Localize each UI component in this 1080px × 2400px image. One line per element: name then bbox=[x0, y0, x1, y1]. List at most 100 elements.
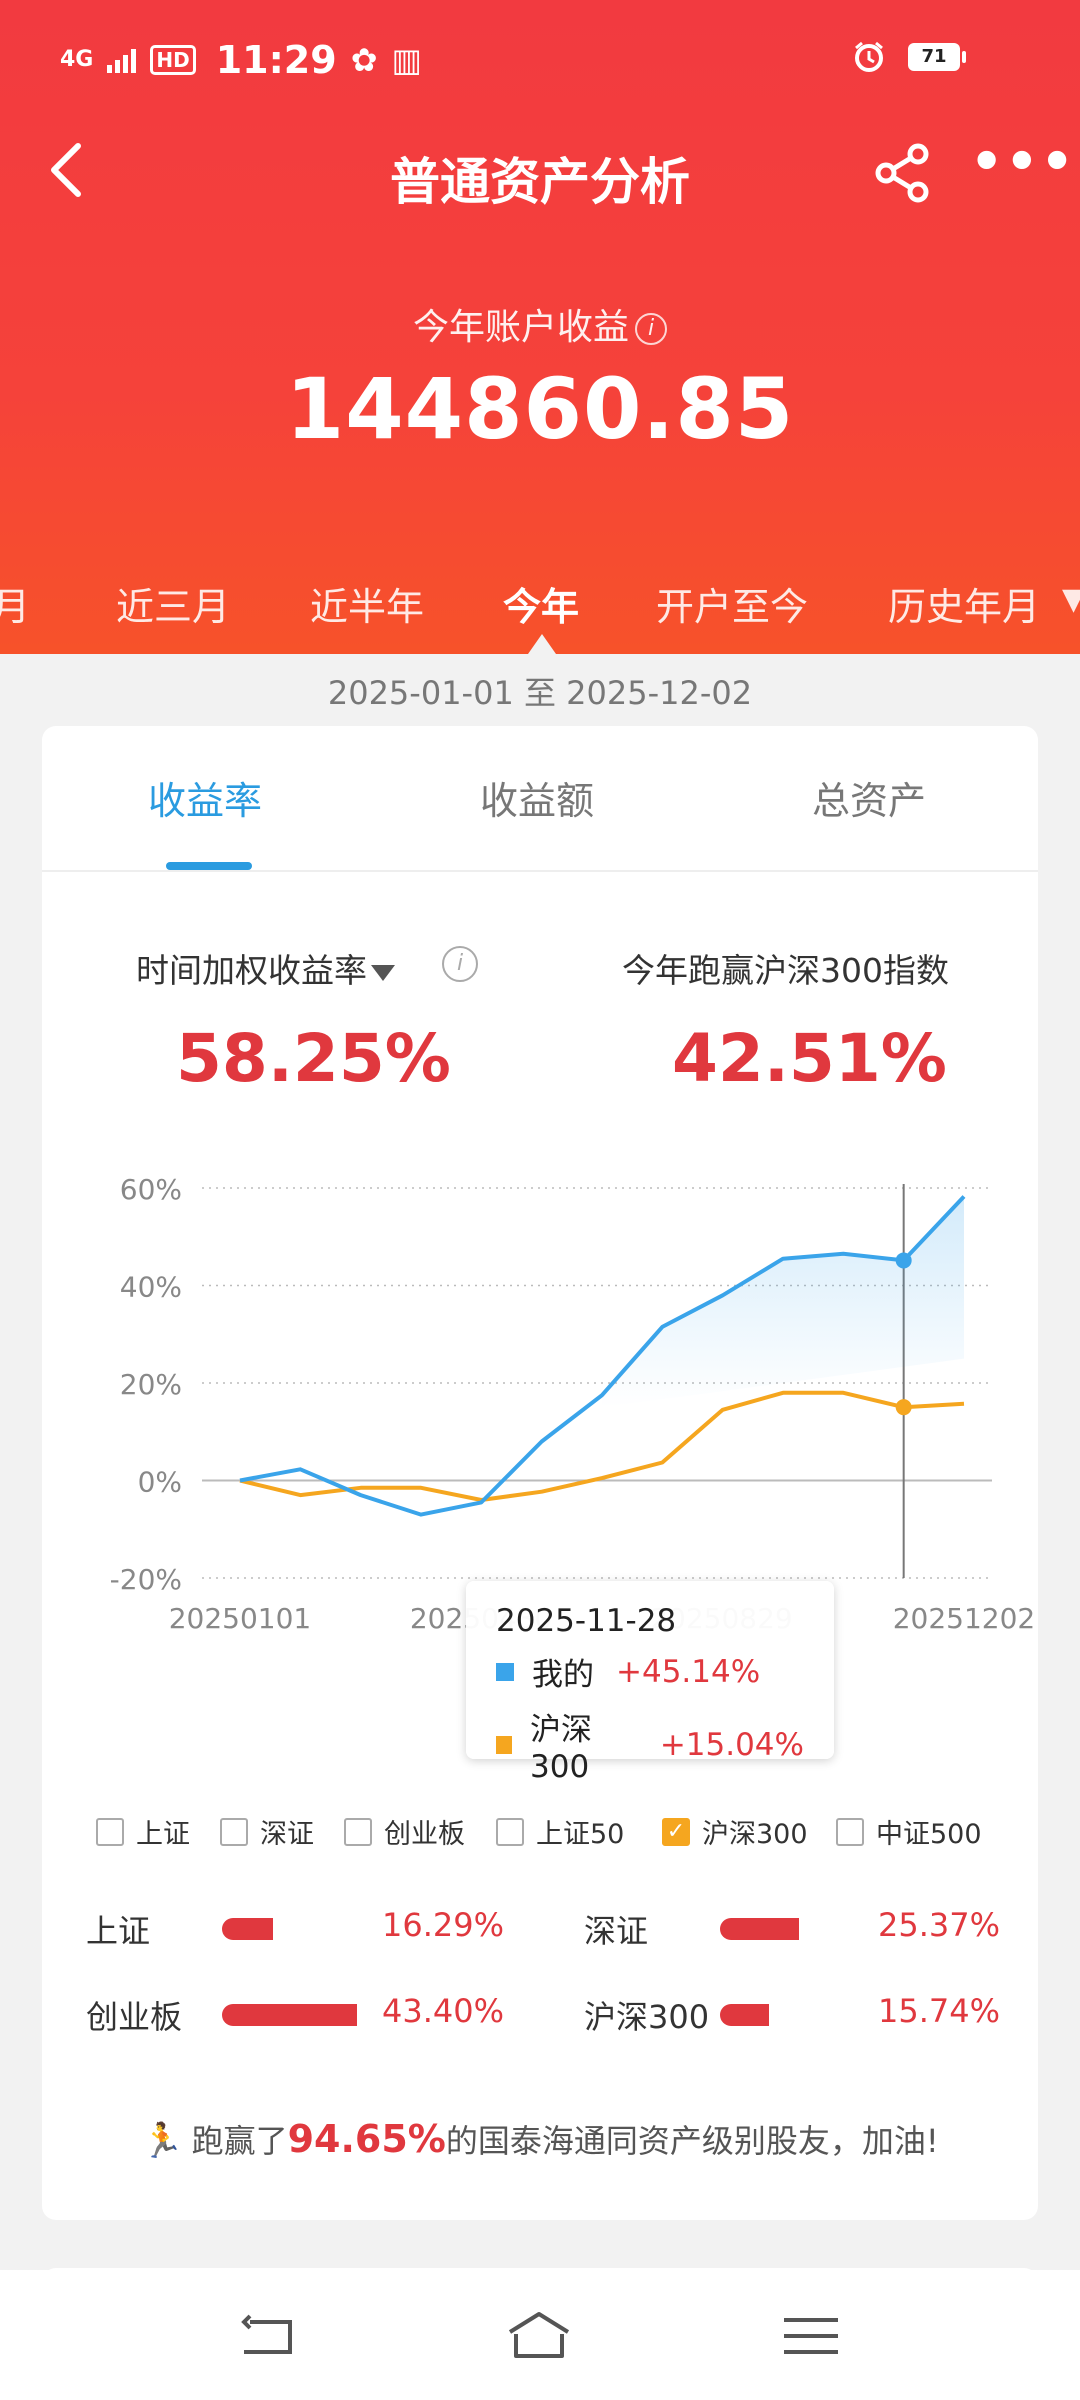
checkbox-icon bbox=[96, 1817, 124, 1846]
index-bar bbox=[222, 2004, 358, 2026]
period-tabs: 月 近三月 近半年 今年 开户至今 历史年月 ▼ bbox=[0, 560, 1080, 650]
alarm-icon bbox=[855, 41, 883, 72]
page-title: 普通资产分析 bbox=[390, 153, 690, 211]
app-notification-icon: ✿ bbox=[350, 41, 378, 79]
tooltip-date: 2025-11-28 bbox=[496, 1603, 677, 1639]
series-line-hs300 bbox=[239, 1390, 965, 1502]
header: 4G HD 11:29 ✿ ▥ 71 普通资产分析 ••• 今年账户收益 i 14… bbox=[0, 0, 1080, 654]
tab-more-arrow[interactable]: ▼ bbox=[1062, 582, 1080, 617]
battery-icon: 71 bbox=[908, 43, 966, 71]
checkbox-icon bbox=[344, 1817, 372, 1846]
twr-label: 时间加权收益率 bbox=[136, 951, 367, 990]
legend-swatch-hs300 bbox=[496, 1735, 513, 1754]
benchmark-checkbox-hs300[interactable]: ✓ 沪深300 bbox=[662, 1812, 808, 1851]
benchmark-checkbox-cyb[interactable]: 创业板 bbox=[344, 1812, 465, 1851]
checkbox-label: 上证50 bbox=[536, 1819, 625, 1850]
beat-peers-motto: 🏃 跑赢了94.65%的国泰海通同资产级别股友，加油! bbox=[42, 2116, 1038, 2162]
nav-bar: 普通资产分析 ••• bbox=[0, 120, 1080, 220]
checkbox-label: 中证500 bbox=[876, 1819, 982, 1850]
y-tick-label: 60% bbox=[120, 1173, 182, 1206]
data-point bbox=[895, 1252, 912, 1269]
index-label: 上证 bbox=[86, 1912, 151, 1950]
benchmark-checkbox-sh[interactable]: 上证 bbox=[96, 1812, 190, 1851]
status-bar: 4G HD 11:29 ✿ ▥ 71 bbox=[0, 0, 1080, 120]
index-label: 创业板 bbox=[86, 1998, 183, 2036]
benchmark-checkbox-sz50[interactable]: 上证50 bbox=[496, 1812, 624, 1851]
checkbox-checked-icon: ✓ bbox=[662, 1817, 690, 1846]
tab-3-months[interactable]: 近三月 bbox=[116, 585, 231, 629]
index-value: 15.74% bbox=[878, 1992, 1001, 2030]
motto-prefix: 跑赢了 bbox=[191, 2122, 288, 2160]
index-bar bbox=[720, 2004, 769, 2026]
date-range: 2025-01-01 至 2025-12-02 bbox=[327, 674, 753, 712]
system-nav-bar bbox=[0, 2270, 1080, 2400]
benchmark-checkbox-sz[interactable]: 深证 bbox=[220, 1812, 314, 1851]
tab-return-rate[interactable]: 收益率 bbox=[148, 779, 263, 823]
x-tick-label: 20250101 bbox=[169, 1602, 312, 1635]
index-value: 43.40% bbox=[382, 1992, 505, 2030]
nav-back-icon[interactable] bbox=[234, 2306, 304, 2366]
checkbox-label: 上证 bbox=[136, 1819, 190, 1850]
tab-partial[interactable]: 月 bbox=[0, 585, 31, 629]
tooltip-series-value: +45.14% bbox=[616, 1653, 761, 1690]
beat-value: 42.51% bbox=[672, 1020, 947, 1097]
index-bar bbox=[720, 1918, 799, 1940]
index-bar bbox=[222, 1918, 273, 1940]
book-notification-icon: ▥ bbox=[391, 41, 422, 79]
benchmark-checkbox-zz500[interactable]: 中证500 bbox=[836, 1812, 982, 1851]
analysis-card: 收益率 收益额 总资产 时间加权收益率 i 今年跑赢沪深300指数 58.25%… bbox=[42, 726, 1038, 2220]
tab-since-open[interactable]: 开户至今 bbox=[656, 585, 809, 629]
motto-suffix: 的国泰海通同资产级别股友，加油! bbox=[445, 2122, 939, 2160]
checkbox-icon bbox=[496, 1817, 524, 1846]
index-label: 深证 bbox=[584, 1912, 649, 1950]
share-icon[interactable] bbox=[870, 140, 936, 206]
signal-icon bbox=[107, 47, 137, 73]
metric-tabs: 收益率 收益额 总资产 bbox=[42, 726, 1038, 872]
hd-badge: HD bbox=[150, 45, 196, 75]
twr-selector[interactable]: 时间加权收益率 bbox=[136, 944, 395, 992]
tab-history[interactable]: 历史年月 bbox=[888, 585, 1041, 629]
nav-home-icon[interactable] bbox=[504, 2306, 574, 2366]
y-tick-label: -20% bbox=[110, 1563, 182, 1596]
y-tick-label: 20% bbox=[120, 1368, 182, 1401]
legend-swatch-mine bbox=[496, 1662, 514, 1681]
checkbox-label: 深证 bbox=[260, 1819, 314, 1850]
network-indicator: 4G bbox=[60, 47, 94, 72]
y-tick-label: 40% bbox=[120, 1271, 182, 1304]
series-line-mine bbox=[239, 1195, 966, 1517]
tab-6-months[interactable]: 近半年 bbox=[310, 585, 425, 629]
status-time: 11:29 bbox=[215, 38, 337, 82]
tooltip-row-mine: 我的 +45.14% bbox=[496, 1649, 804, 1694]
tooltip-series-name: 沪深300 bbox=[530, 1712, 593, 1785]
index-label: 沪深300 bbox=[584, 1998, 710, 2036]
info-icon[interactable]: i bbox=[442, 946, 478, 982]
tooltip-series-name: 我的 bbox=[532, 1657, 594, 1693]
checkbox-label: 创业板 bbox=[384, 1819, 465, 1850]
tooltip-series-value: +15.04% bbox=[659, 1726, 804, 1763]
checkbox-icon bbox=[220, 1817, 248, 1846]
runner-icon: 🏃 bbox=[141, 2121, 184, 2161]
back-icon[interactable] bbox=[38, 138, 98, 202]
tab-this-year[interactable]: 今年 bbox=[503, 585, 580, 629]
profit-label: 今年账户收益 bbox=[412, 307, 629, 348]
area-fill bbox=[602, 1196, 964, 1408]
benchmark-selector: 上证 深证 创业板 上证50 ✓ 沪深300 中证500 bbox=[96, 1806, 1016, 1856]
profit-label-row: 今年账户收益 i bbox=[0, 298, 1080, 350]
tab-total-assets[interactable]: 总资产 bbox=[812, 779, 927, 823]
info-icon[interactable]: i bbox=[635, 313, 667, 345]
index-value: 16.29% bbox=[382, 1906, 505, 1944]
nav-menu-icon[interactable] bbox=[776, 2306, 846, 2366]
checkbox-icon bbox=[836, 1817, 864, 1846]
data-point bbox=[895, 1399, 912, 1416]
tab-underline bbox=[166, 862, 252, 870]
tab-return-amount[interactable]: 收益额 bbox=[480, 779, 595, 823]
profit-value: 144860.85 bbox=[285, 360, 795, 458]
chart-tooltip: 2025-11-28 我的 +45.14% 沪深300 +15.04% bbox=[466, 1581, 834, 1785]
y-tick-label: 0% bbox=[138, 1466, 182, 1499]
checkbox-label: 沪深300 bbox=[702, 1819, 808, 1850]
index-value: 25.37% bbox=[878, 1906, 1001, 1944]
active-tab-caret bbox=[528, 634, 556, 654]
more-icon[interactable]: ••• bbox=[970, 132, 1076, 192]
dropdown-icon bbox=[371, 964, 395, 981]
twr-value: 58.25% bbox=[176, 1020, 451, 1097]
